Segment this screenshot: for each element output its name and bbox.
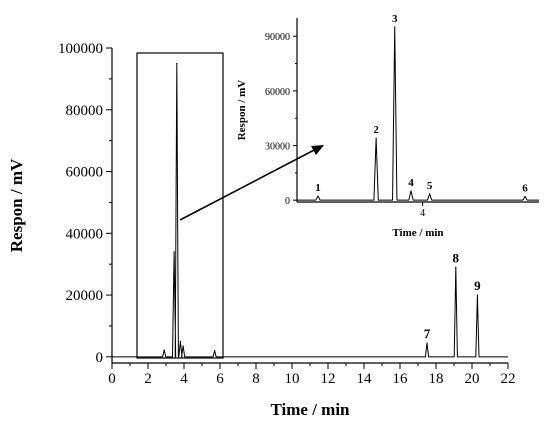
peak-point [176,62,178,65]
y-tick-label: 0 [96,350,104,366]
peak-point [524,195,526,198]
peak-point [317,195,319,197]
peak-label: 9 [474,278,481,293]
x-axis-title: Time / min [270,400,350,419]
y-tick-label: 100000 [58,41,103,57]
peak-point [163,349,165,351]
peak-label: 2 [373,124,379,136]
peak-label: 6 [522,183,528,195]
y-tick-label: 30000 [265,142,290,153]
y-axis-title: Respon / mV [7,158,26,252]
y-tick-label: 80000 [66,103,104,119]
x-tick-label: 20 [465,371,480,387]
y-tick-label: 60000 [66,165,104,181]
peak-point [455,266,457,268]
peak-point [394,26,396,28]
x-tick-label: 8 [252,371,260,387]
chromatogram-trace [297,26,539,201]
peak-point [410,190,412,192]
peak-label: 4 [408,177,414,189]
peak-label: 5 [427,180,433,192]
x-axis-title: Time / min [392,227,443,239]
zoom-region-box [136,52,224,359]
peak-point [429,193,431,195]
peak-point [214,350,216,352]
x-tick-label: 14 [357,371,373,387]
peak-label: 3 [392,13,398,25]
peak-point [426,342,428,344]
x-tick-label: 6 [216,371,224,387]
chromatogram-trace [112,62,508,358]
peak-point [173,251,175,253]
x-tick-label: 2 [144,371,152,387]
peak-label: 7 [424,326,431,341]
peak-point [476,294,478,296]
x-tick-label: 16 [393,371,409,387]
y-tick-label: 90000 [265,32,290,43]
peak-point [182,345,184,347]
peak-label: 8 [453,250,460,265]
x-tick-label: 22 [501,371,516,387]
x-tick-label: 4 [420,208,425,219]
zoom-arrow [179,145,324,221]
main-plot: 0 2 4 6 8 10 12 14 16 18 20 22020000400006000080000… [7,41,516,419]
x-tick-label: 0 [108,371,116,387]
peak-point [179,340,181,342]
x-tick-label: 18 [429,371,444,387]
y-tick-label: 20000 [66,288,104,304]
inset-plot: 4 0 30000 60000 90000 Time / min Respon / mV 1 2… [236,13,539,239]
y-tick-label: 40000 [66,226,104,242]
x-tick-label: 10 [285,371,300,387]
y-tick-label: 60000 [265,87,290,98]
peak-point [375,137,377,139]
y-tick-label: 0 [285,196,290,207]
x-tick-label: 4 [180,371,188,387]
y-axis-title: Respon / mV [236,80,248,141]
x-tick-label: 12 [321,371,336,387]
peak-label: 1 [315,182,321,194]
